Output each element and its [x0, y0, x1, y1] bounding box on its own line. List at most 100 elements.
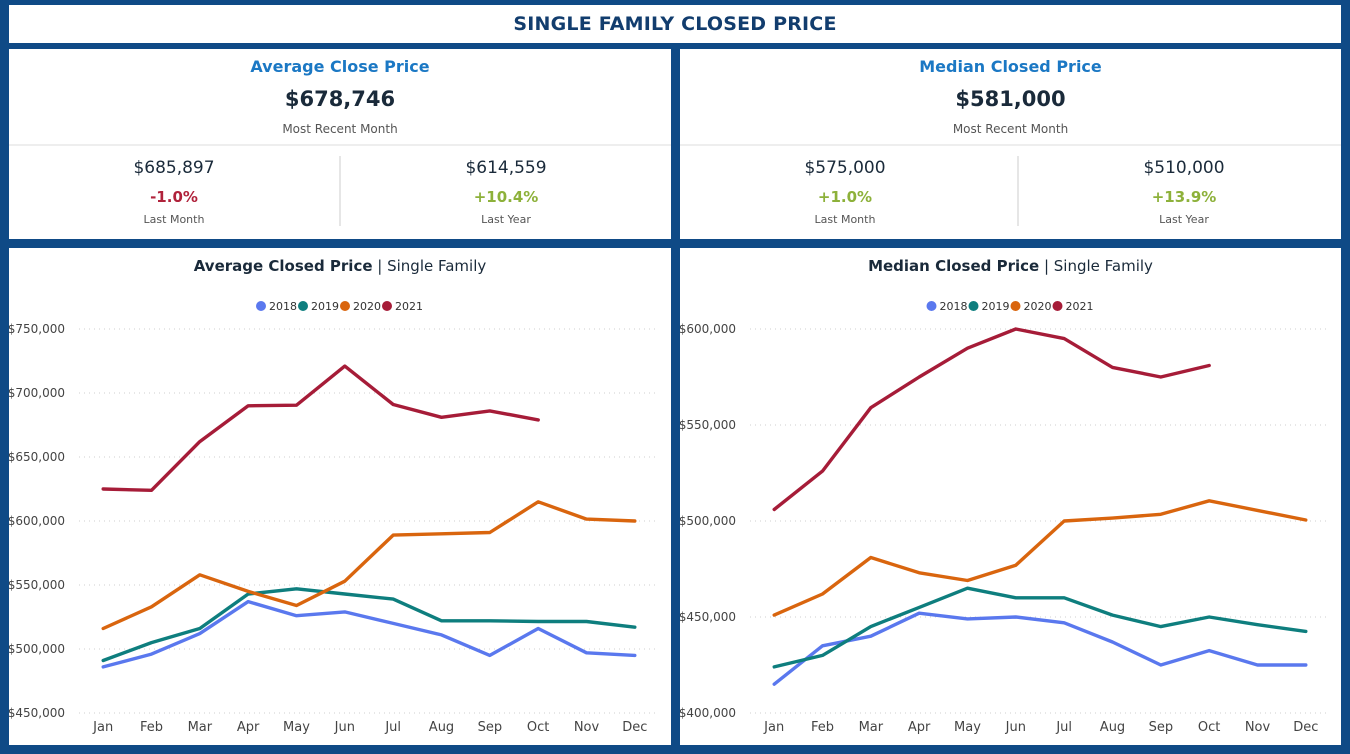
last-month-change: +1.0% [817, 188, 873, 206]
series-line-2019 [772, 586, 1308, 669]
last-month-block: $685,897 -1.0% Last Month [9, 157, 339, 226]
median-closed-price-card: Median Closed Price $581,000 Most Recent… [680, 49, 1341, 239]
x-tick-label: Dec [622, 720, 647, 735]
median-closed-price-chart-panel: Median Closed Price | Single Family 2018 2… [680, 248, 1341, 745]
x-tick-label: Jun [1005, 720, 1026, 735]
kpi-title: Median Closed Price [919, 57, 1102, 76]
x-tick-label: Sep [1149, 720, 1174, 735]
legend-marker-2021 [1052, 301, 1063, 311]
x-tick-label: Jan [763, 720, 784, 735]
divider [9, 144, 671, 146]
series-line-2021 [101, 364, 540, 493]
divider [339, 156, 341, 226]
x-tick-label: Jan [92, 720, 113, 735]
y-tick-label: $650,000 [9, 450, 65, 464]
x-tick-label: Aug [1100, 720, 1125, 735]
legend-marker-2019 [968, 301, 979, 311]
legend-marker-2019 [298, 301, 308, 311]
y-tick-label: $500,000 [680, 514, 736, 528]
x-tick-label: Jul [1055, 720, 1072, 735]
title-panel: SINGLE FAMILY CLOSED PRICE [9, 5, 1341, 43]
x-tick-label: Jul [384, 720, 401, 735]
legend-marker-2018 [256, 301, 266, 311]
y-tick-label: $450,000 [9, 706, 65, 720]
last-month-value: $575,000 [804, 158, 886, 178]
average-close-price-card: Average Close Price $678,746 Most Recent… [9, 49, 671, 239]
last-year-label: Last Year [1159, 213, 1209, 226]
x-tick-label: Aug [429, 720, 454, 735]
series-line-2021 [772, 327, 1211, 512]
kpi-title: Average Close Price [250, 57, 430, 76]
last-month-value: $685,897 [133, 158, 215, 178]
last-month-change: -1.0% [150, 188, 198, 206]
x-tick-label: Jun [334, 720, 355, 735]
dashboard-title: SINGLE FAMILY CLOSED PRICE [513, 13, 837, 35]
legend-label-2020: 2020 [353, 300, 381, 313]
y-tick-label: $550,000 [9, 578, 65, 592]
x-tick-label: Nov [574, 720, 600, 735]
last-year-block: $510,000 +13.9% Last Year [1019, 157, 1349, 226]
kpi-caption: Most Recent Month [952, 122, 1069, 136]
series-line-2018 [772, 611, 1308, 686]
legend-marker-2021 [382, 301, 392, 311]
y-tick-label: $550,000 [680, 418, 736, 432]
legend-marker-2020 [1010, 301, 1021, 311]
average-closed-price-chart: Average Closed Price | Single Family 2018… [9, 257, 659, 735]
x-tick-label: Oct [1198, 720, 1220, 735]
y-tick-label: $600,000 [9, 514, 65, 528]
x-tick-label: Nov [1245, 720, 1271, 735]
series-line-2020 [101, 500, 637, 631]
chart-title-bold: Average Closed Price [194, 257, 373, 275]
legend-label-2018: 2018 [269, 300, 297, 313]
x-tick-label: Apr [908, 720, 931, 735]
divider [680, 144, 1341, 146]
y-tick-label: $600,000 [680, 322, 736, 336]
x-tick-label: May [954, 720, 981, 735]
x-tick-label: Feb [140, 720, 163, 735]
divider [1017, 156, 1019, 226]
x-tick-label: Feb [811, 720, 834, 735]
kpi-value: $581,000 [955, 87, 1066, 111]
y-tick-label: $500,000 [9, 642, 65, 656]
legend-marker-2018 [926, 301, 937, 311]
chart-title-bold: Median Closed Price [868, 257, 1039, 275]
chart-title: Median Closed Price | Single Family [868, 257, 1153, 275]
y-tick-label: $750,000 [9, 322, 65, 336]
last-year-change: +10.4% [473, 188, 539, 206]
x-tick-label: May [283, 720, 310, 735]
last-month-label: Last Month [143, 213, 205, 226]
chart-title-separator: | [373, 257, 388, 275]
legend-label-2020: 2020 [1024, 300, 1052, 313]
series-line-2018 [101, 599, 637, 669]
legend-marker-2020 [340, 301, 350, 311]
last-year-value: $510,000 [1143, 158, 1225, 178]
chart-title-separator: | [1039, 257, 1054, 275]
last-year-block: $614,559 +10.4% Last Year [341, 157, 671, 226]
last-month-block: $575,000 +1.0% Last Month [680, 157, 1010, 226]
x-tick-label: Mar [859, 720, 884, 735]
legend-label-2019: 2019 [982, 300, 1010, 313]
chart-title-rest: Single Family [387, 257, 486, 275]
x-tick-label: Dec [1293, 720, 1318, 735]
series-line-2019 [101, 587, 637, 663]
last-month-label: Last Month [814, 213, 876, 226]
y-tick-label: $700,000 [9, 386, 65, 400]
x-tick-label: Sep [478, 720, 503, 735]
chart-title-rest: Single Family [1054, 257, 1153, 275]
x-tick-label: Apr [237, 720, 260, 735]
last-year-value: $614,559 [465, 158, 547, 178]
average-closed-price-chart-panel: Average Closed Price | Single Family 2018… [9, 248, 671, 745]
x-tick-label: Oct [527, 720, 549, 735]
legend-label-2018: 2018 [940, 300, 968, 313]
median-closed-price-chart: Median Closed Price | Single Family 2018 2… [680, 257, 1330, 735]
series-line-2020 [772, 499, 1308, 617]
legend-label-2021: 2021 [1066, 300, 1094, 313]
y-tick-label: $450,000 [680, 610, 736, 624]
last-year-label: Last Year [481, 213, 531, 226]
legend-label-2019: 2019 [311, 300, 339, 313]
last-year-change: +13.9% [1151, 188, 1217, 206]
legend-label-2021: 2021 [395, 300, 423, 313]
x-tick-label: Mar [188, 720, 213, 735]
y-tick-label: $400,000 [680, 706, 736, 720]
kpi-value: $678,746 [284, 87, 396, 111]
